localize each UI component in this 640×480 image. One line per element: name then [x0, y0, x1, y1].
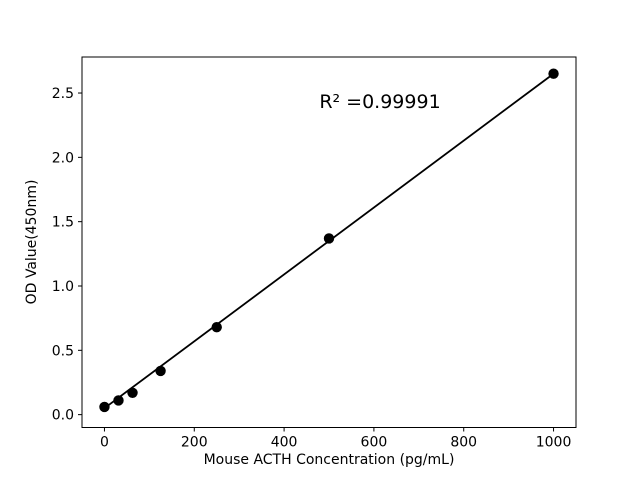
data-point [113, 395, 124, 406]
y-tick-label: 1.0 [52, 279, 74, 295]
data-point [99, 401, 110, 413]
x-tick-label: 1000 [536, 435, 572, 451]
y-axis-label: OD Value(450nm) [24, 180, 40, 305]
x-tick-label: 400 [271, 435, 298, 451]
x-tick-label: 600 [361, 435, 388, 451]
r-squared-annotation: R² =0.99991 [319, 91, 440, 113]
x-tick-label: 200 [181, 435, 208, 451]
x-tick-label: 800 [450, 435, 477, 451]
data-point [211, 321, 222, 333]
x-axis-label: Mouse ACTH Concentration (pg/mL) [204, 452, 455, 468]
data-point [127, 387, 138, 398]
y-tick-label: 2.5 [52, 86, 74, 102]
plot-area-spines [81, 56, 577, 428]
data-point [548, 68, 559, 79]
data-point [155, 365, 166, 377]
y-tick-label: 2.0 [52, 150, 74, 166]
y-tick-label: 0.0 [52, 408, 74, 424]
y-tick-label: 0.5 [52, 343, 74, 359]
series-layer [99, 68, 559, 413]
y-tick-label: 1.5 [52, 215, 74, 231]
x-tick-label: 0 [100, 435, 109, 451]
ticks-layer: 0 200 400 600 800 1000 0.0 0.5 1.0 1.5 2.0 2.5 [52, 86, 572, 450]
data-point [323, 233, 335, 244]
